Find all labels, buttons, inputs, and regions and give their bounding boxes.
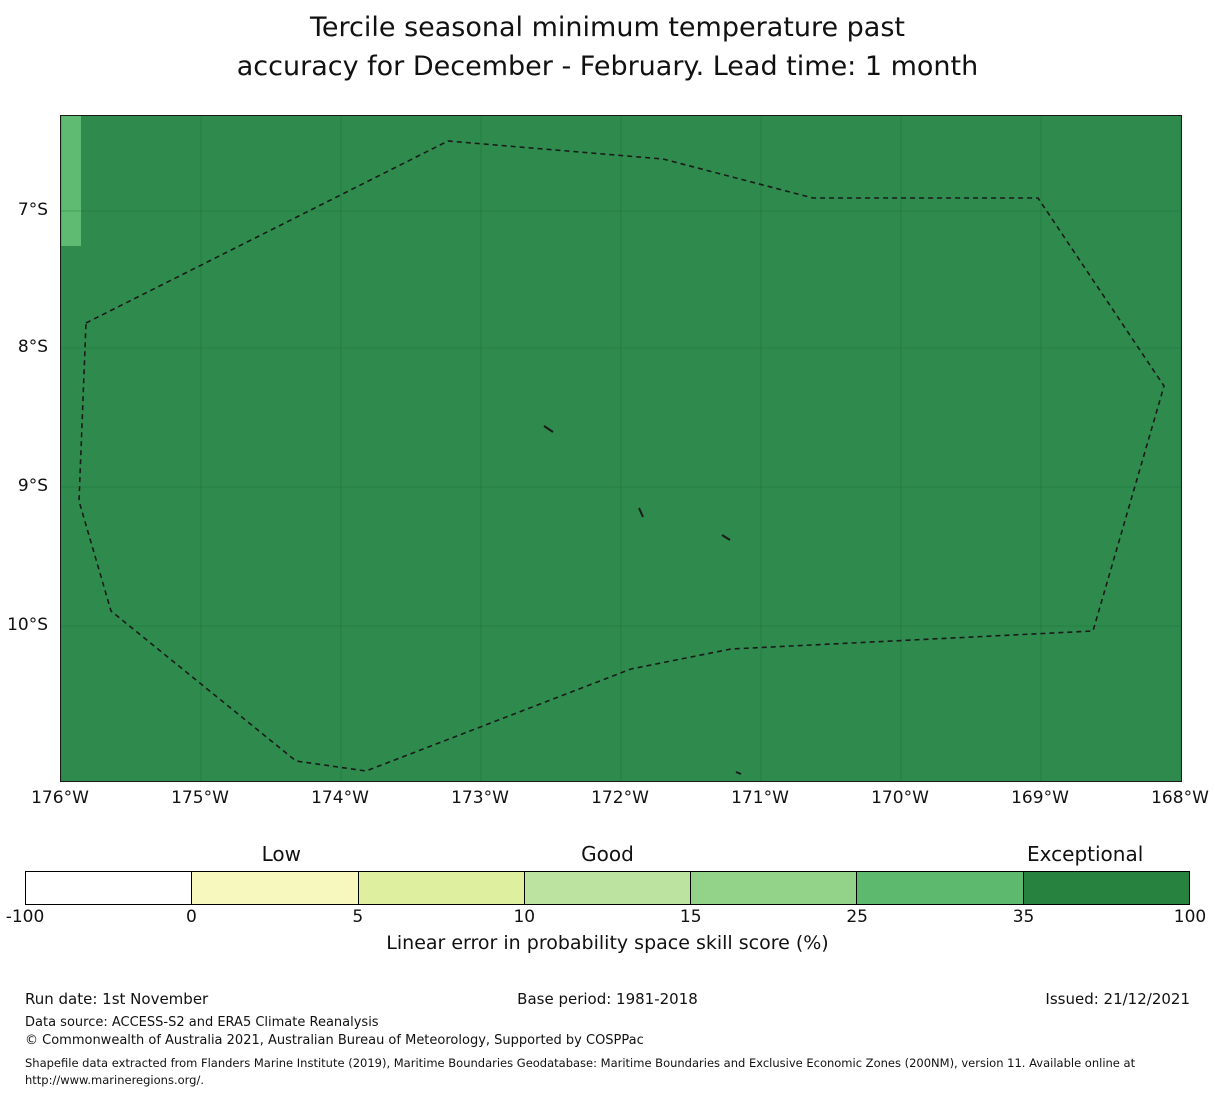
island-mark (735, 771, 742, 775)
colorbar-segment-35-100 (1022, 871, 1190, 905)
y-axis: 7°S 8°S 9°S 10°S (0, 115, 52, 780)
cb-tick-5: 5 (352, 907, 364, 927)
base-period-text: Base period: 1981-2018 (517, 990, 698, 1008)
x-tick-169w: 169°W (1011, 788, 1069, 808)
x-axis: 176°W 175°W 174°W 173°W 172°W 171°W 170°… (31, 788, 1209, 810)
category-label-good: Good (581, 842, 634, 866)
cb-tick-10: 10 (513, 907, 536, 927)
issued-date-text: Issued: 21/12/2021 (1045, 990, 1190, 1008)
run-date-text: Run date: 1st November (25, 990, 209, 1008)
x-tick-171w: 171°W (731, 788, 789, 808)
x-tick-173w: 173°W (451, 788, 509, 808)
category-label-low: Low (261, 842, 301, 866)
map-canvas (61, 116, 1181, 781)
cb-tick-0: 0 (186, 907, 197, 927)
y-tick-9s: 9°S (17, 476, 48, 496)
cb-tick-35: 35 (1012, 907, 1035, 927)
x-tick-174w: 174°W (311, 788, 369, 808)
colorbar-segment-neg100-0 (25, 871, 193, 905)
x-tick-175w: 175°W (171, 788, 229, 808)
colorbar-segment-10-15 (523, 871, 692, 905)
cb-tick-100: 100 (1173, 907, 1207, 927)
low-skill-patch (61, 116, 81, 246)
figure-title-line1: Tercile seasonal minimum temperature pas… (310, 12, 905, 43)
figure-title: Tercile seasonal minimum temperature pas… (0, 8, 1215, 86)
island-mark (543, 425, 554, 433)
x-tick-176w: 176°W (31, 788, 89, 808)
island-mark (638, 507, 644, 518)
y-tick-8s: 8°S (17, 337, 48, 357)
cb-tick-neg100: -100 (5, 907, 45, 927)
island-mark (721, 534, 731, 541)
copyright-text: © Commonwealth of Australia 2021, Austra… (25, 1033, 644, 1048)
cb-tick-25: 25 (846, 907, 868, 927)
colorbar-caption: Linear error in probability space skill … (386, 932, 829, 954)
colorbar-segment-25-35 (856, 871, 1024, 905)
y-tick-10s: 10°S (7, 615, 48, 635)
colorbar-segment-0-5 (191, 871, 359, 905)
x-tick-172w: 172°W (591, 788, 649, 808)
colorbar-ticks: -100 0 5 10 15 25 35 100 (6, 907, 1207, 929)
colorbar-segment-15-25 (690, 871, 858, 905)
colorbar-category-labels: Low Good Exceptional (25, 842, 1190, 868)
data-source-text: Data source: ACCESS-S2 and ERA5 Climate … (25, 1015, 379, 1030)
colorbar-segment-5-10 (357, 871, 525, 905)
category-label-exceptional: Exceptional (1027, 842, 1144, 866)
colorbar (25, 871, 1190, 905)
shapefile-note: Shapefile data extracted from Flanders M… (25, 1056, 1136, 1087)
cb-tick-15: 15 (679, 907, 702, 927)
y-tick-7s: 7°S (17, 200, 48, 220)
map-area (60, 115, 1182, 782)
figure-title-line2: accuracy for December - February. Lead t… (236, 51, 979, 83)
x-tick-170w: 170°W (871, 788, 929, 808)
x-tick-168w: 168°W (1151, 788, 1209, 808)
